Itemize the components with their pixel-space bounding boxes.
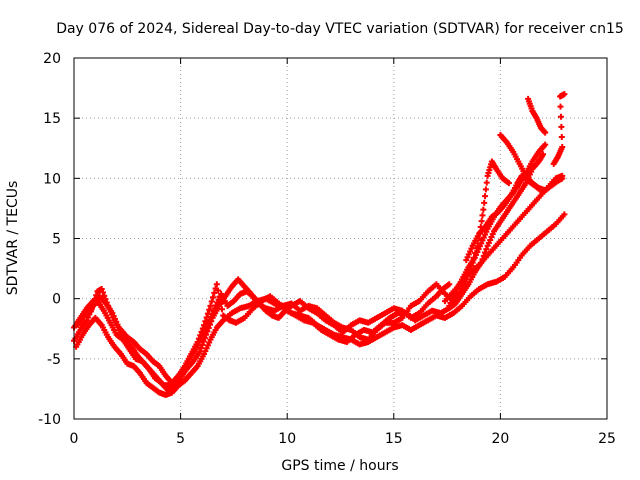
data-point: [505, 180, 512, 187]
data-point: [557, 103, 564, 110]
data-point: [99, 289, 106, 296]
data-point: [542, 129, 549, 136]
data-point: [561, 91, 568, 98]
data-point: [196, 348, 203, 355]
data-point: [482, 186, 489, 193]
data-series-trace-i: [550, 91, 568, 167]
data-point: [198, 345, 205, 352]
plot-area: [71, 91, 568, 398]
x-tick-label: 0: [70, 431, 79, 447]
data-point: [480, 206, 487, 213]
data-point: [482, 193, 489, 200]
data-point: [542, 141, 549, 148]
y-tick-label: -5: [47, 352, 61, 368]
plot-frame: [73, 57, 608, 420]
data-point: [483, 179, 490, 186]
data-series-trace-c: [73, 211, 568, 398]
x-axis-label: GPS time / hours: [281, 458, 398, 474]
data-point: [211, 289, 218, 296]
data-point: [98, 286, 105, 293]
data-series-trace-g: [497, 132, 566, 194]
x-tick-label: 10: [278, 431, 296, 447]
x-tick-label: 15: [385, 431, 403, 447]
y-tick-label: 5: [52, 232, 61, 248]
data-point: [557, 113, 564, 120]
data-point: [559, 144, 566, 151]
x-tick-label: 20: [491, 431, 509, 447]
data-point: [208, 298, 215, 305]
data-point: [478, 218, 485, 225]
data-point: [558, 123, 565, 130]
data-point: [446, 281, 453, 288]
data-point: [481, 199, 488, 206]
data-series-trace-h: [525, 95, 549, 136]
data-point: [483, 246, 490, 253]
data-point: [479, 212, 486, 219]
data-point: [558, 133, 565, 140]
data-point: [540, 151, 547, 158]
data-point: [561, 211, 568, 218]
data-point: [218, 306, 225, 313]
y-tick-label: -10: [38, 412, 61, 428]
x-tick-label: 5: [176, 431, 185, 447]
data-point: [206, 306, 213, 313]
data-series-trace-b: [75, 151, 547, 386]
y-tick-label: 0: [52, 292, 61, 308]
y-axis-label: SDTVAR / TECUs: [5, 181, 21, 296]
data-point: [215, 287, 222, 294]
data-point: [207, 302, 214, 309]
x-tick-label: 25: [598, 431, 616, 447]
data-point: [213, 281, 220, 288]
y-tick-label: 15: [43, 111, 61, 127]
tick-layer: 0 5 10 15 20 25 -10 -5 0 5 10 15 20: [38, 51, 616, 447]
chart-title: Day 076 of 2024, Sidereal Day-to-day VTE…: [56, 21, 624, 37]
data-point: [88, 307, 95, 314]
y-tick-label: 20: [43, 51, 61, 67]
y-tick-label: 10: [43, 171, 61, 187]
data-point: [559, 175, 566, 182]
data-point: [210, 294, 217, 301]
